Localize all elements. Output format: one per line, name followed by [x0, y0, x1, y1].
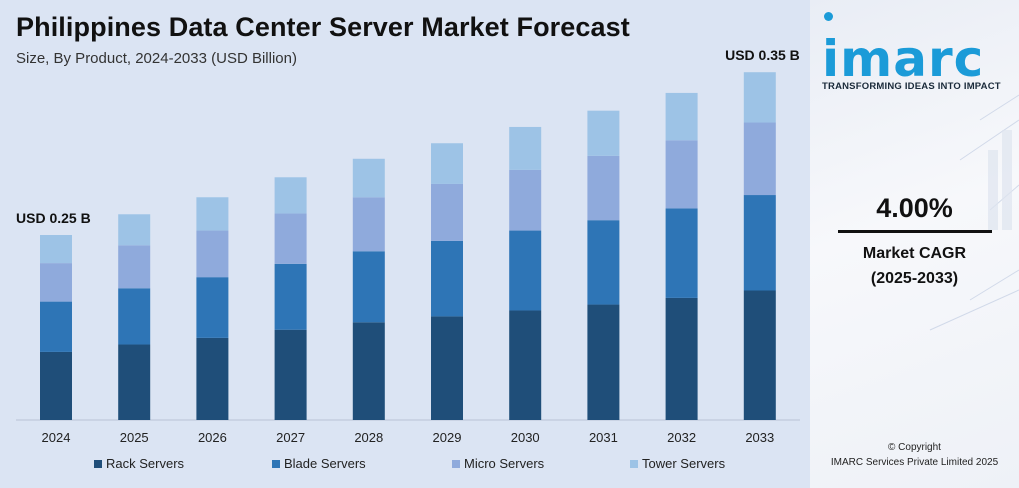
bar-2032-micro-servers [665, 140, 698, 209]
logo-dot [824, 12, 833, 21]
data-label-2024: USD 0.25 B [16, 210, 91, 226]
copyright-line-2: IMARC Services Private Limited 2025 [830, 457, 999, 468]
x-tick-label-2026: 2026 [198, 430, 227, 445]
bar-2033-tower-servers [743, 72, 776, 123]
bar-2027-tower-servers [274, 177, 307, 214]
bar-2026-micro-servers [196, 230, 229, 278]
cagr-value: 4.00% [876, 193, 953, 223]
bar-2026-tower-servers [196, 197, 229, 231]
bar-2029-tower-servers [431, 143, 463, 184]
bar-2028-blade-servers [352, 251, 385, 323]
legend-item-micro-servers: Micro Servers [452, 456, 544, 471]
legend-label: Tower Servers [642, 456, 726, 471]
bar-2025-rack-servers [118, 344, 151, 420]
legend-swatch [94, 459, 102, 468]
bar-2029-rack-servers [431, 316, 463, 420]
bar-2028-micro-servers [352, 197, 385, 252]
chart-panel: Philippines Data Center Server Market Fo… [0, 12, 810, 474]
legend-item-rack-servers: Rack Servers [94, 456, 184, 471]
bar-2029-blade-servers [431, 240, 463, 317]
bar-2030-tower-servers [509, 126, 542, 170]
cagr-period: (2025-2033) [870, 270, 959, 287]
legend-label: Micro Servers [464, 456, 545, 471]
bar-2029-micro-servers [431, 183, 463, 241]
x-tick-label-2024: 2024 [42, 430, 71, 445]
legend-swatch [272, 459, 280, 468]
bar-2027-rack-servers [274, 329, 307, 420]
bar-2030-micro-servers [509, 169, 542, 231]
copyright-line-1: © Copyright [888, 442, 941, 453]
x-tick-label-2025: 2025 [120, 430, 149, 445]
bar-2028-rack-servers [352, 322, 385, 420]
legend-swatch [630, 459, 638, 468]
bar-2030-rack-servers [509, 310, 542, 420]
x-tick-label-2027: 2027 [276, 430, 305, 445]
bar-2024-rack-servers [40, 351, 72, 420]
bar-2033-rack-servers [743, 290, 776, 420]
cagr-label: Market CAGR [862, 245, 967, 262]
bar-2024-micro-servers [40, 263, 72, 302]
legend-item-tower-servers: Tower Servers [630, 456, 725, 471]
bar-2033-micro-servers [743, 122, 776, 196]
x-tick-label-2031: 2031 [589, 430, 618, 445]
bar-2033-blade-servers [743, 195, 776, 291]
legend-label: Rack Servers [106, 456, 185, 471]
bar-2026-rack-servers [196, 337, 229, 420]
bar-2032-rack-servers [665, 297, 698, 420]
x-tick-label-2029: 2029 [433, 430, 462, 445]
legend-swatch [452, 459, 460, 468]
bar-2030-blade-servers [509, 230, 542, 311]
legend-label: Blade Servers [284, 456, 366, 471]
bar-2031-micro-servers [587, 155, 620, 221]
bar-2027-micro-servers [274, 213, 307, 264]
bar-2032-tower-servers [665, 92, 698, 141]
legend-item-blade-servers: Blade Servers [272, 456, 366, 471]
bar-2025-blade-servers [118, 288, 151, 345]
bar-2025-micro-servers [118, 245, 151, 289]
bar-2025-tower-servers [118, 214, 151, 246]
x-tick-label-2028: 2028 [354, 430, 383, 445]
bar-2024-blade-servers [40, 301, 72, 352]
x-tick-label-2032: 2032 [667, 430, 696, 445]
background-decoration [929, 94, 1019, 331]
stacked-bar-chart: 2024 2025 2026 2027 2028 2029 2030 2031 2032 2033… [16, 47, 800, 445]
bar-2032-blade-servers [665, 208, 698, 298]
bar-2024-tower-servers [40, 235, 72, 264]
chart-legend: Rack Servers Blade Servers Micro Servers To… [0, 456, 810, 474]
bar-2031-rack-servers [587, 304, 620, 420]
bar-2027-blade-servers [274, 263, 307, 330]
imarc-logo: imarc [822, 30, 985, 88]
chart-title: Philippines Data Center Server Market Fo… [16, 12, 630, 42]
bar-2031-tower-servers [587, 110, 620, 156]
cagr-divider [838, 230, 992, 233]
bar-2028-tower-servers [352, 158, 385, 198]
data-label-2033: USD 0.35 B [725, 47, 800, 63]
logo-tagline: TRANSFORMING IDEAS INTO IMPACT [822, 81, 1001, 92]
chart-subtitle: Size, By Product, 2024-2033 (USD Billion… [16, 50, 297, 67]
x-tick-label-2030: 2030 [511, 430, 540, 445]
x-tick-label-2033: 2033 [745, 430, 774, 445]
info-sidebar: imarc TRANSFORMING IDEAS INTO IMPACT 4.0… [810, 0, 1019, 488]
bar-2026-blade-servers [196, 277, 229, 338]
bar-2031-blade-servers [587, 220, 620, 305]
